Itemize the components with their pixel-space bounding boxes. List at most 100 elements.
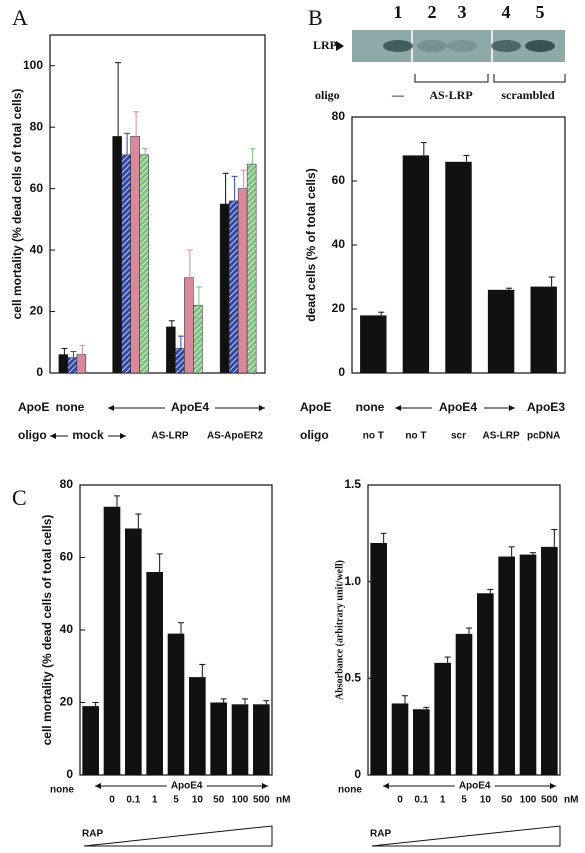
arrow-head <box>395 405 401 411</box>
bar <box>139 154 149 374</box>
x-tick-label: none <box>50 785 74 796</box>
row-item: none <box>356 400 385 414</box>
bar <box>246 163 257 374</box>
panel-label: B <box>308 5 323 30</box>
bar <box>210 702 227 775</box>
x-tick-label: AS-LRP <box>482 431 520 442</box>
y-tick-label: 40 <box>60 622 74 636</box>
bar <box>189 677 206 775</box>
group-label: ApoE4 <box>171 781 203 792</box>
y-tick-label: 20 <box>60 695 74 709</box>
x-tick-label: no T <box>363 431 384 442</box>
x-tick-label: 1 <box>440 795 446 806</box>
bar <box>166 326 176 374</box>
arrow-head <box>550 783 556 789</box>
x-tick-label: 5 <box>461 795 467 806</box>
bar <box>391 703 409 775</box>
y-tick-label: 20 <box>332 301 346 315</box>
bar <box>125 528 142 775</box>
gel-band <box>491 40 521 52</box>
x-tick-label: 0.1 <box>414 795 428 806</box>
row-label: ApoE <box>300 400 331 414</box>
gel-marker: LRP <box>313 38 337 52</box>
ramp-wedge <box>371 825 561 847</box>
bar <box>360 315 387 373</box>
y-tick-label: 1.5 <box>344 477 361 491</box>
bar <box>370 543 387 775</box>
bracket <box>493 74 566 83</box>
row-item: AS-ApoER2 <box>207 431 264 442</box>
x-tick-label: 50 <box>501 795 513 806</box>
y-tick-label: 80 <box>30 119 44 133</box>
y-tick-label: 1.0 <box>344 574 361 588</box>
bar <box>445 161 472 373</box>
lane-number: 4 <box>502 2 511 22</box>
bar <box>402 155 430 373</box>
bar <box>184 277 194 374</box>
x-tick-label: 10 <box>480 795 492 806</box>
x-tick-label: 5 <box>173 795 179 806</box>
bar <box>219 203 230 374</box>
bar <box>530 286 557 373</box>
x-tick-label: 500 <box>541 795 558 806</box>
y-tick-label: 40 <box>30 242 44 256</box>
x-tick-label: no T <box>405 431 426 442</box>
group-label: ApoE4 <box>459 781 491 792</box>
bar <box>237 188 248 374</box>
row-item: ApoE3 <box>527 400 565 414</box>
gel-group: — <box>391 88 405 102</box>
gel-band <box>525 40 555 52</box>
y-tick-label: 0 <box>338 365 345 379</box>
x-tick-label: 50 <box>213 795 225 806</box>
y-axis-label: Absorbance (arbitrary unit/well) <box>334 560 345 700</box>
arrow-head <box>259 405 265 411</box>
bar <box>112 136 122 374</box>
x-tick-label: 100 <box>232 795 249 806</box>
bar <box>167 633 185 775</box>
gel-band <box>383 40 413 52</box>
bar <box>231 704 249 775</box>
lane-number: 2 <box>428 2 437 22</box>
bar <box>58 354 69 374</box>
x-tick-label: pcDNA <box>527 431 560 442</box>
lane-number: 3 <box>458 2 467 22</box>
plot-frame <box>49 34 266 374</box>
y-tick-label: 0 <box>36 365 43 379</box>
gel-band <box>447 40 477 52</box>
bar <box>67 357 78 374</box>
arrow-head <box>94 783 101 789</box>
arrow-head <box>262 783 268 789</box>
gel-arrow <box>336 41 344 51</box>
bar <box>434 662 451 775</box>
unit-label: nM <box>564 795 578 806</box>
bar <box>121 154 131 374</box>
lane-number: 1 <box>394 2 403 22</box>
unit-label: nM <box>276 795 290 806</box>
y-tick-label: 0.5 <box>344 671 361 685</box>
gel-row-label: oligo <box>315 88 340 102</box>
gel-group: scrambled <box>501 88 555 102</box>
y-tick-label: 60 <box>30 181 44 195</box>
x-tick-label: 0 <box>109 795 115 806</box>
bar <box>103 506 121 775</box>
panel-label: A <box>12 5 28 30</box>
x-tick-label: 100 <box>520 795 537 806</box>
arrow-head <box>509 405 515 411</box>
y-tick-label: 40 <box>332 237 346 251</box>
bar <box>146 572 163 775</box>
row-label: oligo <box>18 428 47 442</box>
y-tick-label: 0 <box>66 767 73 781</box>
bar <box>487 289 515 373</box>
x-tick-label: 0 <box>397 795 403 806</box>
bar <box>82 706 99 775</box>
y-tick-label: 80 <box>60 477 74 491</box>
y-tick-label: 60 <box>332 173 346 187</box>
x-tick-label: scr <box>451 431 466 442</box>
row-label: ApoE <box>18 400 49 414</box>
gel-band <box>417 40 447 52</box>
ramp-label: RAP <box>370 829 391 840</box>
bar <box>498 556 515 775</box>
x-tick-label: none <box>338 785 362 796</box>
y-axis-label: cell mortality (% dead cells of total ce… <box>40 515 54 746</box>
bar <box>130 136 140 374</box>
